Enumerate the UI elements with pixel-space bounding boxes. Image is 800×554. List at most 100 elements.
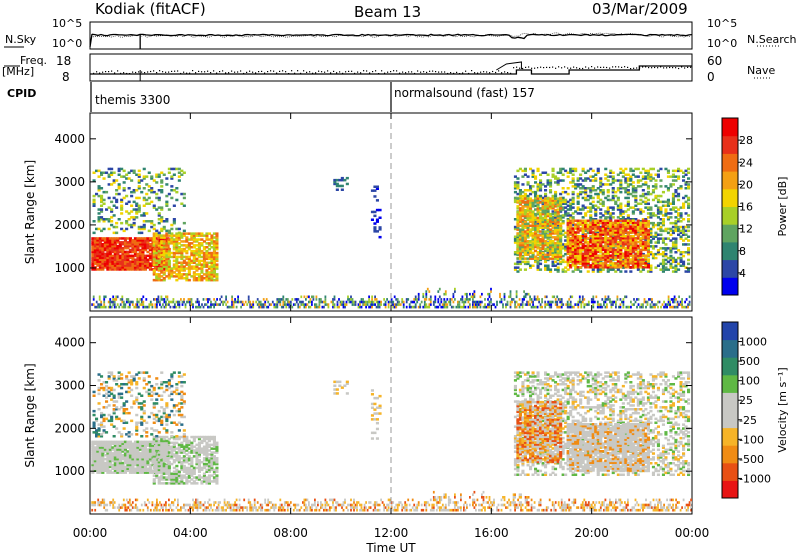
heat-cell bbox=[639, 194, 643, 198]
nave-dot bbox=[690, 66, 692, 68]
heat-cell bbox=[225, 295, 227, 299]
heat-cell bbox=[576, 268, 580, 271]
heat-cell bbox=[108, 260, 112, 263]
heat-cell bbox=[343, 178, 347, 182]
heat-cell bbox=[207, 261, 211, 264]
heat-cell bbox=[601, 200, 605, 204]
heat-cell bbox=[583, 303, 586, 306]
heat-cell bbox=[526, 262, 530, 266]
heat-cell bbox=[112, 171, 116, 174]
heat-cell bbox=[205, 255, 209, 259]
heat-cell bbox=[143, 248, 147, 252]
heat-cell bbox=[113, 239, 117, 242]
heat-cell bbox=[571, 167, 575, 171]
power-panel-cells bbox=[91, 167, 691, 309]
heat-cell bbox=[565, 303, 568, 306]
heat-cell bbox=[172, 300, 175, 304]
heat-cell bbox=[128, 268, 132, 271]
heat-cell bbox=[103, 262, 107, 265]
heat-cell bbox=[529, 212, 533, 216]
heat-cell bbox=[210, 263, 214, 266]
heat-cell bbox=[566, 233, 570, 236]
heat-cell bbox=[539, 226, 543, 229]
heat-cell bbox=[205, 246, 209, 249]
heat-cell bbox=[136, 262, 140, 265]
heat-cell bbox=[659, 233, 663, 236]
heat-cell bbox=[666, 247, 670, 250]
heat-cell bbox=[103, 254, 107, 258]
heat-cell bbox=[531, 190, 535, 194]
heat-cell bbox=[626, 240, 630, 244]
heat-cell bbox=[450, 305, 453, 309]
heat-cell bbox=[536, 216, 540, 220]
heat-cell bbox=[437, 298, 440, 301]
nave-dot bbox=[615, 66, 617, 68]
heat-cell bbox=[521, 230, 525, 233]
heat-cell bbox=[157, 212, 161, 215]
heat-cell bbox=[122, 181, 126, 184]
heat-cell bbox=[162, 227, 166, 231]
heat-cell bbox=[121, 305, 124, 309]
heat-cell bbox=[116, 244, 120, 248]
heat-cell bbox=[664, 252, 668, 256]
heat-cell bbox=[478, 300, 480, 304]
heat-cell bbox=[609, 266, 613, 269]
heat-cell bbox=[152, 238, 156, 241]
heat-cell bbox=[619, 227, 623, 230]
heat-cell bbox=[601, 190, 605, 194]
heat-cell bbox=[213, 298, 215, 301]
heat-cell bbox=[639, 264, 643, 267]
heat-cell bbox=[115, 231, 119, 235]
heat-cell bbox=[601, 204, 605, 207]
heat-cell bbox=[629, 238, 633, 242]
heat-cell bbox=[124, 305, 127, 309]
heat-cell bbox=[586, 187, 590, 190]
heat-cell bbox=[596, 237, 600, 240]
heat-cell bbox=[546, 218, 550, 222]
heat-cell bbox=[521, 303, 524, 306]
heat-cell bbox=[604, 254, 608, 257]
heat-cell bbox=[604, 298, 607, 301]
heat-cell bbox=[626, 202, 630, 205]
heat-cell bbox=[273, 303, 276, 306]
heat-cell bbox=[374, 295, 376, 299]
heat-cell bbox=[609, 227, 613, 230]
nave-dot bbox=[174, 70, 176, 72]
heat-cell bbox=[631, 218, 635, 221]
heat-cell bbox=[674, 237, 678, 240]
heat-cell bbox=[396, 303, 399, 306]
heat-cell bbox=[165, 251, 169, 255]
heat-cell bbox=[669, 249, 673, 252]
heat-cell bbox=[373, 210, 377, 214]
heat-cell bbox=[205, 271, 209, 274]
heat-cell bbox=[126, 258, 130, 261]
heat-cell bbox=[594, 260, 598, 263]
heat-cell bbox=[619, 223, 623, 226]
heat-cell bbox=[556, 257, 560, 260]
heat-cell bbox=[624, 227, 628, 230]
heat-cell bbox=[621, 227, 625, 230]
heat-cell bbox=[238, 300, 241, 304]
heat-cell bbox=[534, 212, 538, 216]
heat-cell bbox=[651, 190, 655, 194]
heat-cell bbox=[664, 249, 668, 252]
heat-cell bbox=[175, 246, 179, 249]
heat-cell bbox=[596, 248, 600, 252]
heat-cell bbox=[571, 242, 575, 246]
heat-cell bbox=[546, 199, 550, 202]
heat-cell bbox=[98, 237, 102, 240]
heat-cell bbox=[641, 235, 645, 238]
heat-cell bbox=[666, 268, 670, 271]
heat-cell bbox=[661, 214, 665, 217]
heat-cell bbox=[180, 202, 184, 205]
heat-cell bbox=[572, 305, 575, 309]
heat-cell bbox=[677, 187, 681, 190]
heat-cell bbox=[538, 300, 540, 304]
heat-cell bbox=[518, 238, 522, 241]
heat-cell bbox=[195, 265, 199, 268]
heat-cell bbox=[556, 181, 560, 184]
heat-cell bbox=[115, 295, 118, 299]
heat-cell bbox=[589, 194, 593, 198]
heat-cell bbox=[656, 241, 660, 244]
heat-cell bbox=[198, 303, 200, 306]
